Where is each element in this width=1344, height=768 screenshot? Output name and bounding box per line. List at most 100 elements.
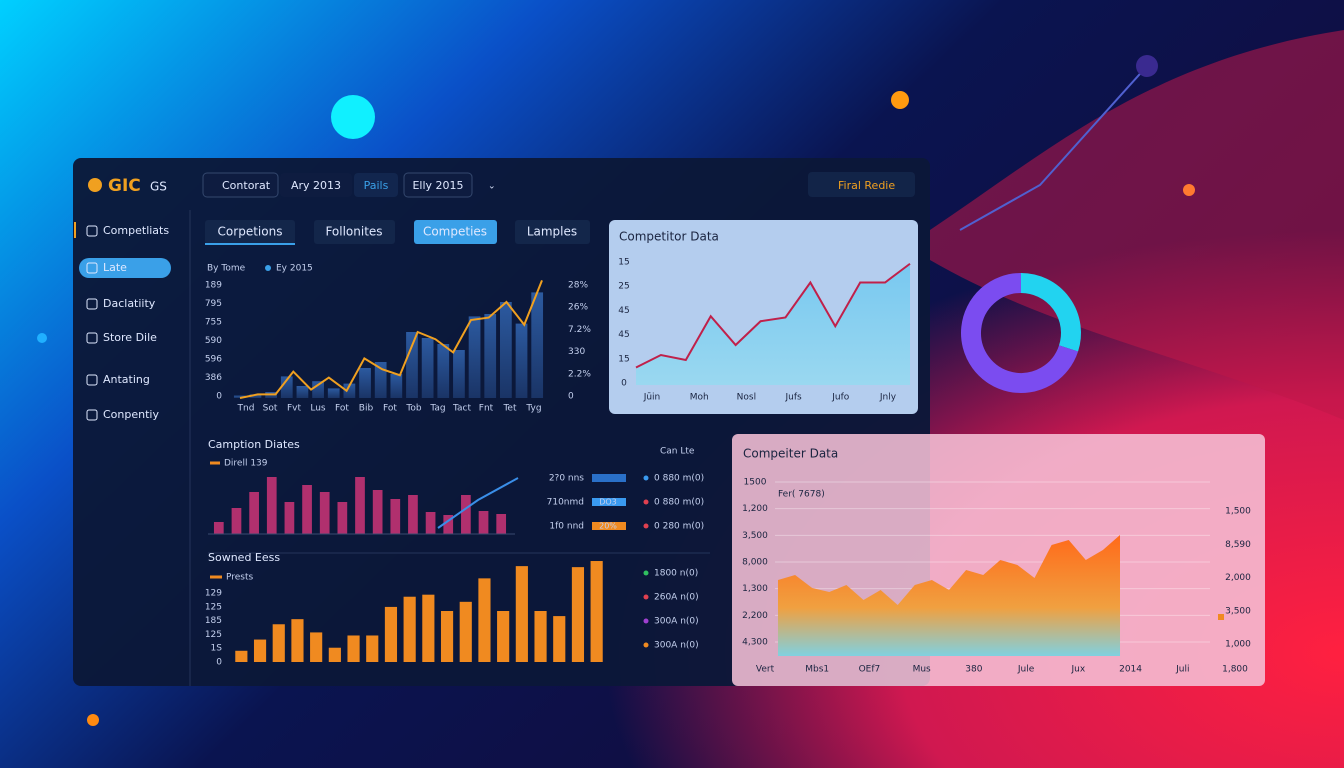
tick-label: 0 [621,379,627,389]
bar [372,490,383,534]
row-value: 0 280 m(0) [654,522,704,532]
bar [312,381,324,398]
area [778,535,1120,656]
tab-text[interactable]: Corpetions [218,225,283,239]
bar [272,624,285,662]
row-badge: DO3 [599,498,617,507]
x-tick-label: Jux [1070,665,1085,675]
search-box[interactable] [202,172,279,198]
tab-text[interactable]: Lamples [527,225,577,239]
bar [337,502,348,534]
filter[interactable] [280,173,352,197]
bar [302,485,312,534]
action-button[interactable] [808,172,915,197]
tick-label: 28% [568,281,588,291]
bar [374,362,387,398]
tab[interactable] [515,220,590,244]
row-badge: 20% [599,522,617,531]
x-tick-label: Fot [383,404,397,414]
x-tick-label: OEf7 [859,665,881,675]
tick-label: 590 [205,336,222,346]
bar [231,508,242,534]
bar [296,386,309,398]
filter[interactable] [354,173,398,197]
bar [478,578,491,662]
logo-suffix: GS [150,180,167,194]
tab-text[interactable]: Follonites [325,225,382,239]
x-tick-label: Jufo [831,393,850,403]
sidebar-item[interactable]: Daclatiity [103,297,156,310]
tick-label: 26% [568,303,588,313]
row-value: 260A n(0) [654,593,699,603]
sidebar-item[interactable]: Store Dile [103,331,157,344]
sidebar-item[interactable]: Competliats [103,224,169,237]
bar [249,394,262,398]
tick-label: 8,590 [1225,540,1251,550]
bar [425,512,436,534]
donut-segment [961,273,1079,393]
bar [253,639,267,662]
row-dot [643,499,649,505]
bar [590,561,603,662]
bar [310,632,323,662]
line [239,280,543,399]
bar [403,596,416,662]
bar [390,374,403,398]
bar [421,338,434,398]
bar [453,350,465,398]
bar [515,323,528,398]
tab[interactable] [314,220,395,244]
x-tick-label: Tact [452,404,471,414]
sidebar-item[interactable]: Conpentiy [103,408,159,421]
logo-icon [88,178,102,192]
bar [213,522,224,534]
row-bar [592,522,626,530]
x-tick-label: Tyg [525,404,541,414]
bar [496,514,507,534]
tick-label: 1,200 [742,504,768,514]
tick-label: 2.2% [568,369,591,379]
dropdown[interactable]: Can Lte [660,447,695,457]
bar [280,376,293,398]
legend-text: By Tome [207,264,246,274]
logo: GIC [108,176,141,196]
row-dot [643,642,649,648]
filter[interactable] [403,172,473,198]
tick-label: 755 [205,318,222,328]
row-dot [643,570,649,576]
bar [515,566,528,662]
bar [478,511,489,534]
x-tick-label: Juli [1175,665,1189,675]
tick-label: 7.2% [568,325,591,335]
tick-label: 125 [205,602,222,612]
bar [500,302,512,398]
bar [459,601,472,662]
tab-active[interactable] [414,220,497,244]
x-tick-label: 2014 [1119,665,1142,675]
row-dot [643,523,649,529]
deco-dot [331,95,375,139]
sidebar-item[interactable]: Antating [103,373,150,386]
bar [437,344,450,398]
tick-label: 1500 [744,478,767,488]
deco-dot [1136,55,1158,77]
tab[interactable] [205,220,295,244]
tick-label: 25 [618,282,629,292]
row-dot [643,594,649,600]
bar [266,477,277,534]
x-tick-label: Fnt [479,404,494,414]
row-value: 0 880 m(0) [654,474,704,484]
row-value: 300A n(0) [654,617,699,627]
x-tick-label: Jnly [879,393,897,403]
bar [355,477,365,534]
tab-text[interactable]: Competies [423,225,487,239]
sidebar-item[interactable]: Late [103,261,127,274]
bar [571,567,585,662]
row-value: 1800 n(0) [654,569,698,579]
action-text: Firal Redie [838,179,895,192]
row-value: 300A n(0) [654,641,699,651]
row-label: 2?0 nns [549,474,584,484]
x-tick-label: Fvt [287,404,302,414]
tick-label: 0 [216,658,222,668]
bar [249,492,259,534]
